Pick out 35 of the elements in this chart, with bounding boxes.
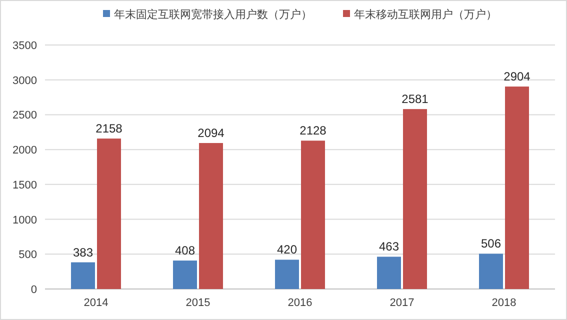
data-label: 2904 xyxy=(504,70,531,84)
y-tick-label: 500 xyxy=(18,249,37,262)
bar xyxy=(275,260,299,289)
y-tick-label: 3500 xyxy=(12,40,37,52)
y-tick-label: 3000 xyxy=(12,74,37,87)
bar xyxy=(173,260,197,289)
y-tick-label: 2000 xyxy=(12,144,37,157)
data-label: 2094 xyxy=(198,126,225,140)
data-label: 408 xyxy=(174,244,196,258)
data-label: 2158 xyxy=(96,122,123,136)
bar xyxy=(505,86,529,289)
y-tick-label: 0 xyxy=(30,284,37,296)
legend-label: 年末固定互联网宽带接入用户数（万户） xyxy=(114,8,312,21)
bar xyxy=(301,140,325,289)
data-label: 420 xyxy=(276,242,298,257)
data-label: 506 xyxy=(480,236,502,251)
bar xyxy=(377,256,401,289)
data-label: 2128 xyxy=(300,124,327,138)
bar xyxy=(403,109,427,289)
bar xyxy=(199,143,223,289)
data-label: 463 xyxy=(378,240,400,254)
y-tick-label: 1000 xyxy=(12,214,37,226)
y-tick-label: 2500 xyxy=(12,110,37,122)
x-tick-label: 2015 xyxy=(186,297,210,309)
x-tick-label: 2016 xyxy=(288,297,312,309)
legend-label: 年末移动互联网用户（万户） xyxy=(354,8,497,21)
bar xyxy=(97,138,121,289)
x-tick-label: 2014 xyxy=(84,297,108,309)
data-label: 2581 xyxy=(402,92,429,106)
y-tick-label: 1500 xyxy=(12,179,37,192)
bar xyxy=(71,262,95,289)
x-tick-label: 2017 xyxy=(390,297,414,309)
x-tick-label: 2018 xyxy=(492,297,516,309)
data-label: 383 xyxy=(72,245,94,260)
bar xyxy=(479,254,503,289)
